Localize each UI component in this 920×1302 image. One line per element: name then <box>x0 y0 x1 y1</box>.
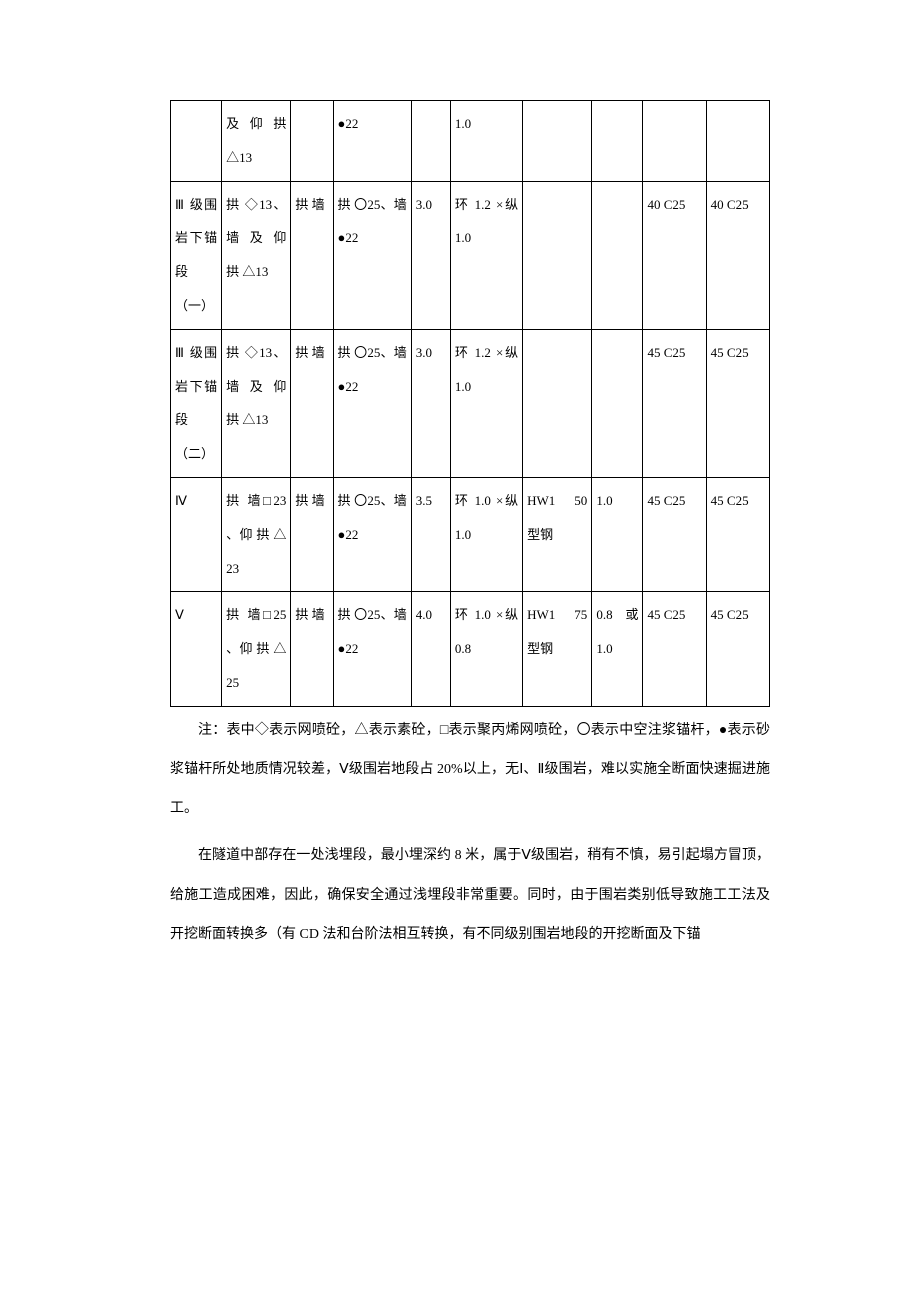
table-cell: 环 1.2 ×纵 1.0 <box>450 329 522 477</box>
table-cell <box>643 101 706 182</box>
table-cell: 0.8 或 1.0 <box>592 592 643 706</box>
table-cell <box>592 329 643 477</box>
table-cell <box>523 101 592 182</box>
table-cell: 及 仰 拱 △13 <box>222 101 291 182</box>
table-cell: 拱 〇25、墙 ●22 <box>333 181 411 329</box>
table-cell: 拱 ◇13、墙 及 仰 拱 △13 <box>222 181 291 329</box>
table-footnote: 注：表中◇表示网喷砼，△表示素砼，□表示聚丙烯网喷砼，〇表示中空注浆锚杆，●表示… <box>170 711 770 829</box>
table-cell: 拱 墙 <box>291 329 333 477</box>
table-cell: 45 C25 <box>643 477 706 591</box>
table-cell: 4.0 <box>411 592 450 706</box>
table-cell: HW1 50 型钢 <box>523 477 592 591</box>
table-cell: Ⅲ 级围岩下锚段（一） <box>171 181 222 329</box>
table-cell: 45 C25 <box>706 477 769 591</box>
table-cell: 拱 墙□25 、仰 拱 △ 25 <box>222 592 291 706</box>
table-cell: 拱 墙 <box>291 477 333 591</box>
table-cell: 3.0 <box>411 181 450 329</box>
table-cell: 环 1.0 ×纵 1.0 <box>450 477 522 591</box>
table-cell: 拱 墙□23 、仰 拱 △ 23 <box>222 477 291 591</box>
table-cell <box>592 101 643 182</box>
body-paragraph: 在隧道中部存在一处浅埋段，最小埋深约 8 米，属于Ⅴ级围岩，稍有不慎，易引起塌方… <box>170 836 770 954</box>
table-cell: 1.0 <box>450 101 522 182</box>
table-cell: 拱 〇25、墙 ●22 <box>333 477 411 591</box>
table-cell: 拱 〇25、墙 ●22 <box>333 329 411 477</box>
table-row: Ⅲ 级围岩下锚段（二）拱 ◇13、墙 及 仰 拱 △13拱 墙拱 〇25、墙 ●… <box>171 329 770 477</box>
table-cell <box>592 181 643 329</box>
table-cell <box>291 101 333 182</box>
table-cell: HW1 75 型钢 <box>523 592 592 706</box>
table-cell: 环 1.0 ×纵 0.8 <box>450 592 522 706</box>
table-row: 及 仰 拱 △13 ●22 1.0 <box>171 101 770 182</box>
table-cell: 拱 〇25、墙 ●22 <box>333 592 411 706</box>
table-cell <box>523 329 592 477</box>
table-cell: 45 C25 <box>643 592 706 706</box>
table-row: Ⅳ拱 墙□23 、仰 拱 △ 23拱 墙拱 〇25、墙 ●223.5环 1.0 … <box>171 477 770 591</box>
table-cell: 环 1.2 ×纵 1.0 <box>450 181 522 329</box>
table-cell: 45 C25 <box>706 592 769 706</box>
table-cell: 40 C25 <box>706 181 769 329</box>
table-cell: 45 C25 <box>706 329 769 477</box>
table-cell: Ⅲ 级围岩下锚段（二） <box>171 329 222 477</box>
table-cell: 3.0 <box>411 329 450 477</box>
table-cell: 拱 墙 <box>291 181 333 329</box>
table-cell: 1.0 <box>592 477 643 591</box>
table-cell: 40 C25 <box>643 181 706 329</box>
table-cell <box>411 101 450 182</box>
table-row: Ⅴ拱 墙□25 、仰 拱 △ 25拱 墙拱 〇25、墙 ●224.0环 1.0 … <box>171 592 770 706</box>
table-cell: ●22 <box>333 101 411 182</box>
table-cell: Ⅳ <box>171 477 222 591</box>
table-cell <box>523 181 592 329</box>
table-cell: 拱 墙 <box>291 592 333 706</box>
table-cell <box>171 101 222 182</box>
table-cell: 45 C25 <box>643 329 706 477</box>
table-cell <box>706 101 769 182</box>
lining-parameters-table: 及 仰 拱 △13●221.0Ⅲ 级围岩下锚段（一）拱 ◇13、墙 及 仰 拱 … <box>170 100 770 707</box>
table-cell: 拱 ◇13、墙 及 仰 拱 △13 <box>222 329 291 477</box>
table-cell: 3.5 <box>411 477 450 591</box>
table-row: Ⅲ 级围岩下锚段（一）拱 ◇13、墙 及 仰 拱 △13拱 墙拱 〇25、墙 ●… <box>171 181 770 329</box>
table-cell: Ⅴ <box>171 592 222 706</box>
